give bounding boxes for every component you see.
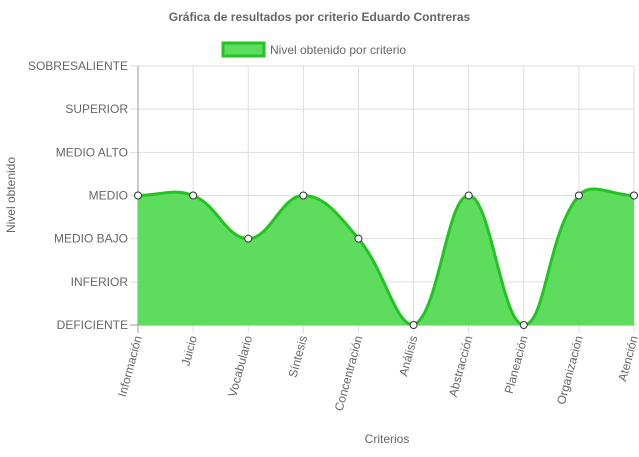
x-tick-labels: Información Juicio Vocabulario Síntesis Conc… [115, 334, 639, 413]
data-point[interactable] [464, 191, 473, 200]
data-point[interactable] [409, 321, 418, 329]
y-axis-title: Nivel obtenido [4, 157, 18, 233]
y-tick-label: MEDIO ALTO [56, 145, 128, 159]
legend[interactable]: Nivel obtenido por criterio [221, 41, 406, 58]
x-tick-label: Atención [615, 334, 639, 383]
data-point[interactable] [630, 191, 638, 200]
data-point[interactable] [354, 234, 363, 243]
x-tick-label: Juicio [179, 334, 201, 368]
y-tick-labels: DEFICIENTE INFERIOR MEDIO BAJO MEDIO MEDIO A… [28, 59, 128, 332]
area-layer [137, 187, 635, 327]
y-tick-label: MEDIO [89, 189, 128, 203]
x-tick-label: Abstracción [446, 334, 476, 398]
data-point[interactable] [189, 191, 198, 200]
x-tick-label: Concentración [332, 334, 366, 412]
y-tick-label: SOBRESALIENTE [28, 59, 128, 73]
data-point[interactable] [134, 191, 142, 200]
x-tick-label: Vocabulario [225, 334, 255, 399]
data-point[interactable] [574, 191, 583, 200]
chart-title: Gráfica de resultados por criterio Eduar… [169, 10, 471, 24]
y-tick-label: INFERIOR [71, 275, 129, 289]
x-tick-label: Información [115, 334, 145, 398]
y-tick-label: DEFICIENTE [57, 318, 128, 332]
x-axis-title: Criterios [365, 432, 410, 446]
x-tick-label: Análisis [396, 334, 420, 378]
data-point[interactable] [519, 321, 528, 329]
point-layer [134, 191, 638, 329]
y-tick-label: MEDIO BAJO [54, 232, 128, 246]
series-area-fill [138, 189, 634, 325]
x-tick-label: Síntesis [286, 334, 311, 379]
data-point[interactable] [299, 191, 308, 200]
x-tick-label: Organización [554, 334, 586, 406]
y-tick-label: SUPERIOR [65, 102, 128, 116]
legend-label[interactable]: Nivel obtenido por criterio [270, 43, 406, 57]
legend-swatch[interactable] [221, 41, 266, 58]
data-point[interactable] [244, 234, 253, 243]
x-tick-label: Planeación [502, 334, 531, 395]
